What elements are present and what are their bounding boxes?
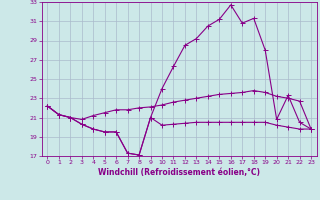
X-axis label: Windchill (Refroidissement éolien,°C): Windchill (Refroidissement éolien,°C) [98, 168, 260, 177]
